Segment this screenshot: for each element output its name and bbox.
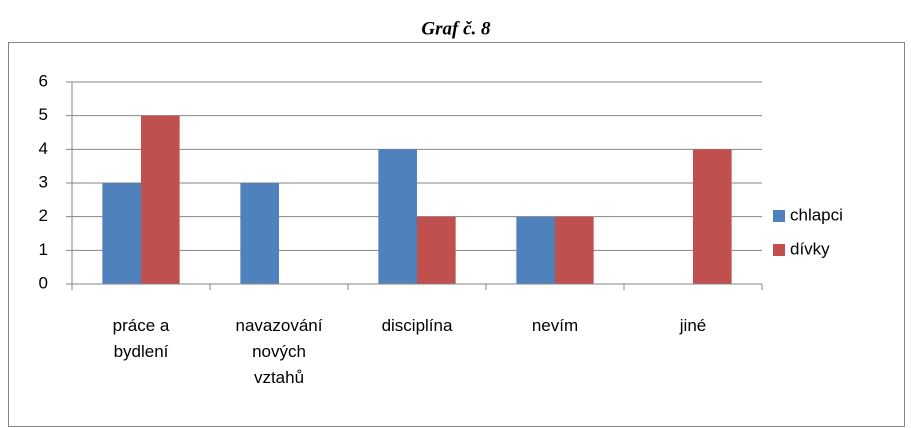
bar xyxy=(693,149,732,284)
bar xyxy=(141,115,180,285)
x-tick-label: práce a bydlení xyxy=(113,316,170,361)
x-tick-label: jiné xyxy=(679,316,706,335)
y-tick-label: 2 xyxy=(39,206,48,225)
bar xyxy=(378,149,417,284)
y-tick-label: 5 xyxy=(39,105,48,124)
bar xyxy=(240,183,279,284)
x-tick-label: nevím xyxy=(532,316,578,335)
legend-label: chlapci xyxy=(790,205,843,224)
bar xyxy=(516,216,555,284)
legend-label: dívky xyxy=(790,239,830,258)
legend-swatch xyxy=(773,244,785,256)
x-tick-label: navazování nových vztahů xyxy=(236,316,323,387)
y-tick-label: 6 xyxy=(39,71,48,90)
y-tick-label: 3 xyxy=(39,172,48,191)
bar xyxy=(555,216,594,284)
y-tick-label: 0 xyxy=(39,273,48,292)
chart-title: Graf č. 8 xyxy=(421,18,491,39)
y-tick-label: 4 xyxy=(39,139,48,158)
x-tick-label: disciplína xyxy=(382,316,453,335)
bar xyxy=(417,216,456,284)
bar xyxy=(102,183,141,284)
y-tick-label: 1 xyxy=(39,240,48,259)
chart-frame xyxy=(8,42,905,427)
legend-swatch xyxy=(773,210,785,222)
